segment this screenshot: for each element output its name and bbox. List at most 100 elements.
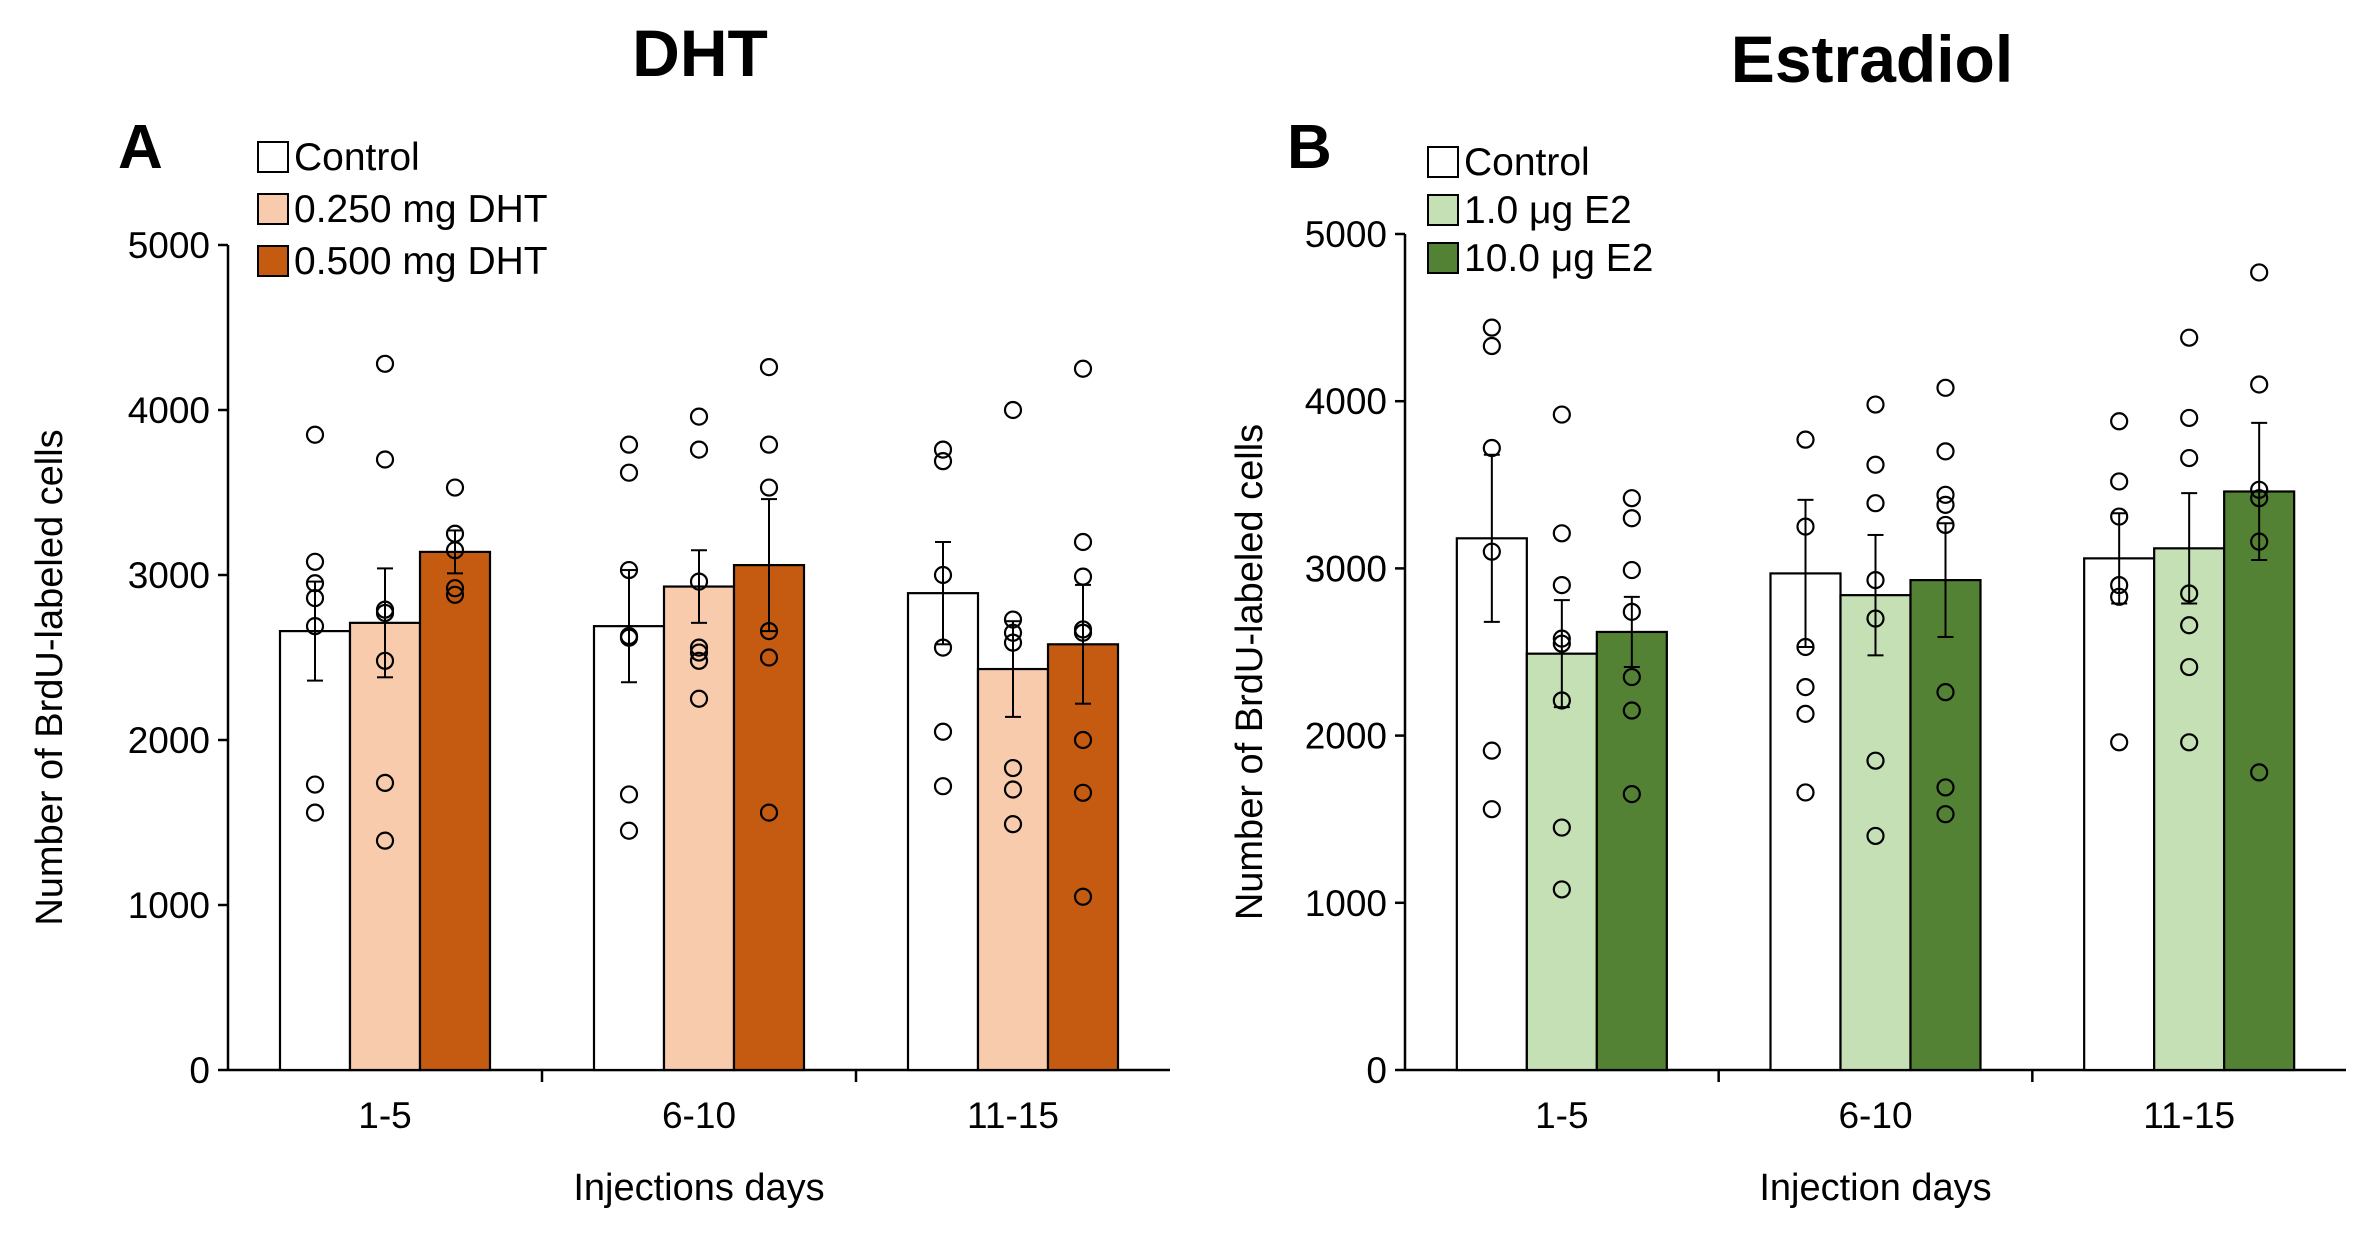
x-axis-label: Injection days [1759, 1167, 1991, 1209]
data-point [619, 463, 639, 482]
data-point [2110, 507, 2129, 526]
bar [1046, 643, 1120, 1072]
data-point [1866, 395, 1885, 414]
data-point [1622, 602, 1641, 621]
data-point [2180, 584, 2199, 603]
data-point [2110, 587, 2129, 606]
data-point [1936, 378, 1955, 397]
data-point [375, 603, 395, 623]
data-point [2180, 328, 2199, 347]
chart-title: DHT [632, 16, 768, 90]
bar [976, 667, 1050, 1072]
data-point [619, 785, 639, 804]
data-point [933, 565, 953, 585]
bar [662, 585, 736, 1072]
legend-label: 10.0 μg E2 [1464, 237, 1653, 280]
y-tick-label: 0 [189, 1050, 210, 1091]
panel-label: B [1287, 113, 1332, 182]
data-point [305, 803, 325, 822]
bar [1909, 579, 1982, 1072]
data-point [1796, 704, 1815, 723]
data-point [1003, 758, 1023, 778]
data-point [1936, 495, 1955, 514]
data-point [375, 831, 395, 850]
data-point [1003, 623, 1023, 642]
legend-label: 1.0 μg E2 [1464, 189, 1632, 232]
panel-a-dht-chart: DHT A 0 1000 2000 3000 4000 5000 Injections days… [29, 16, 1170, 1209]
data-point [1622, 701, 1641, 720]
data-point [1796, 637, 1815, 657]
bar [1839, 594, 1912, 1072]
data-point [933, 722, 953, 741]
bar [2083, 557, 2156, 1072]
x-tick-label: 6-10 [662, 1095, 736, 1136]
y-axis-label: Number of BrdU-labeled cells [1229, 424, 1271, 920]
data-point [1073, 730, 1093, 750]
data-point [2180, 448, 2199, 468]
data-point [445, 478, 465, 497]
bar [1455, 537, 1528, 1072]
data-point [689, 651, 709, 670]
data-point [619, 821, 639, 840]
x-tick-label: 6-10 [1838, 1095, 1912, 1136]
data-point [759, 435, 779, 454]
x-tick-label: 1-5 [1535, 1095, 1588, 1136]
data-point [2250, 532, 2269, 551]
data-point [1073, 887, 1093, 906]
legend-label: 0.250 mg DHT [294, 188, 548, 231]
data-point [2180, 616, 2199, 635]
data-point [375, 354, 395, 373]
panel-b-estradiol-chart: Estradiol B 0 1000 2000 3000 4000 5000 Injection… [1229, 22, 2346, 1209]
bar [2153, 547, 2226, 1072]
data-point [689, 643, 709, 662]
bar [348, 621, 422, 1072]
data-point [759, 358, 779, 377]
data-point [2250, 263, 2269, 282]
data-point [1936, 485, 1955, 504]
data-point [1482, 438, 1501, 458]
legend-swatch [1427, 242, 1459, 274]
data-point [1482, 542, 1501, 561]
data-point [1796, 517, 1815, 536]
data-point [1552, 691, 1571, 710]
data-point [1866, 455, 1885, 474]
data-point [759, 803, 779, 822]
data-point [1866, 751, 1885, 770]
data-point [2250, 480, 2269, 499]
data-point [933, 440, 953, 459]
data-point [1003, 815, 1023, 834]
data-point [689, 638, 709, 657]
y-tick-label: 3000 [128, 555, 210, 596]
x-tick-label: 11-15 [2143, 1095, 2235, 1136]
data-point [1936, 805, 1955, 824]
data-point [1622, 560, 1641, 580]
y-tick-label: 2000 [1305, 716, 1387, 757]
data-point [1482, 336, 1501, 356]
data-point [759, 478, 779, 497]
data-point [305, 617, 325, 636]
bar [278, 629, 352, 1072]
data-point [2250, 489, 2269, 508]
legend-swatch [257, 245, 289, 277]
bar [418, 550, 492, 1072]
data-point [305, 775, 325, 794]
data-point [1796, 430, 1815, 449]
bar [732, 563, 806, 1072]
data-point [2180, 733, 2199, 752]
legend-swatch [1427, 194, 1459, 226]
data-point [1073, 532, 1093, 552]
data-point [1866, 571, 1885, 590]
data-point [1796, 678, 1815, 697]
data-point [1552, 576, 1571, 595]
data-point [933, 452, 953, 471]
data-point [933, 638, 953, 657]
data-point [933, 777, 953, 796]
bar [592, 625, 666, 1072]
bar [1525, 652, 1598, 1072]
data-point [1552, 524, 1571, 543]
x-axis-label: Injections days [573, 1167, 824, 1209]
y-tick-label: 5000 [128, 225, 210, 266]
data-point [1936, 442, 1955, 461]
data-point [1482, 800, 1501, 819]
